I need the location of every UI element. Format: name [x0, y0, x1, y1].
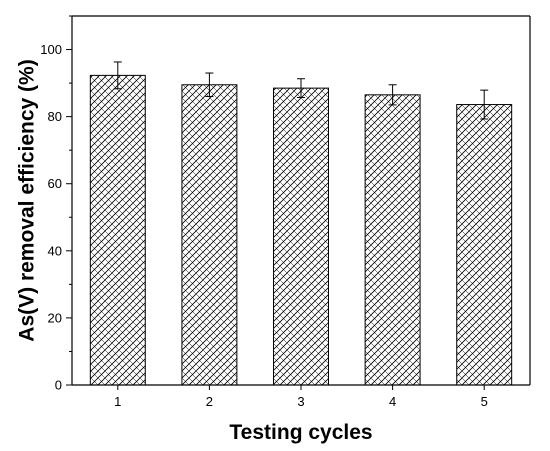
bar	[89, 74, 146, 386]
x-tick-label: 4	[389, 394, 396, 409]
bar	[273, 87, 329, 386]
x-axis-title: Testing cycles	[229, 421, 372, 444]
y-tick-label: 60	[48, 176, 62, 191]
x-tick-label: 2	[206, 394, 213, 409]
x-tick-label: 1	[114, 394, 121, 409]
bar	[364, 94, 421, 386]
y-tick-label: 80	[48, 109, 62, 124]
y-tick-label: 0	[55, 378, 62, 393]
y-tick-label: 100	[40, 42, 62, 57]
y-axis-title: As(V) removal efficiency (%)	[16, 59, 39, 341]
x-tick-label: 5	[481, 394, 488, 409]
bar	[456, 104, 513, 386]
x-tick-label: 3	[297, 394, 304, 409]
bar	[181, 84, 238, 386]
y-tick-label: 20	[48, 310, 62, 325]
y-tick-label: 40	[48, 243, 62, 258]
plot-area: 1 2 3 4 5 0 20 40 60 80 100	[40, 15, 531, 409]
